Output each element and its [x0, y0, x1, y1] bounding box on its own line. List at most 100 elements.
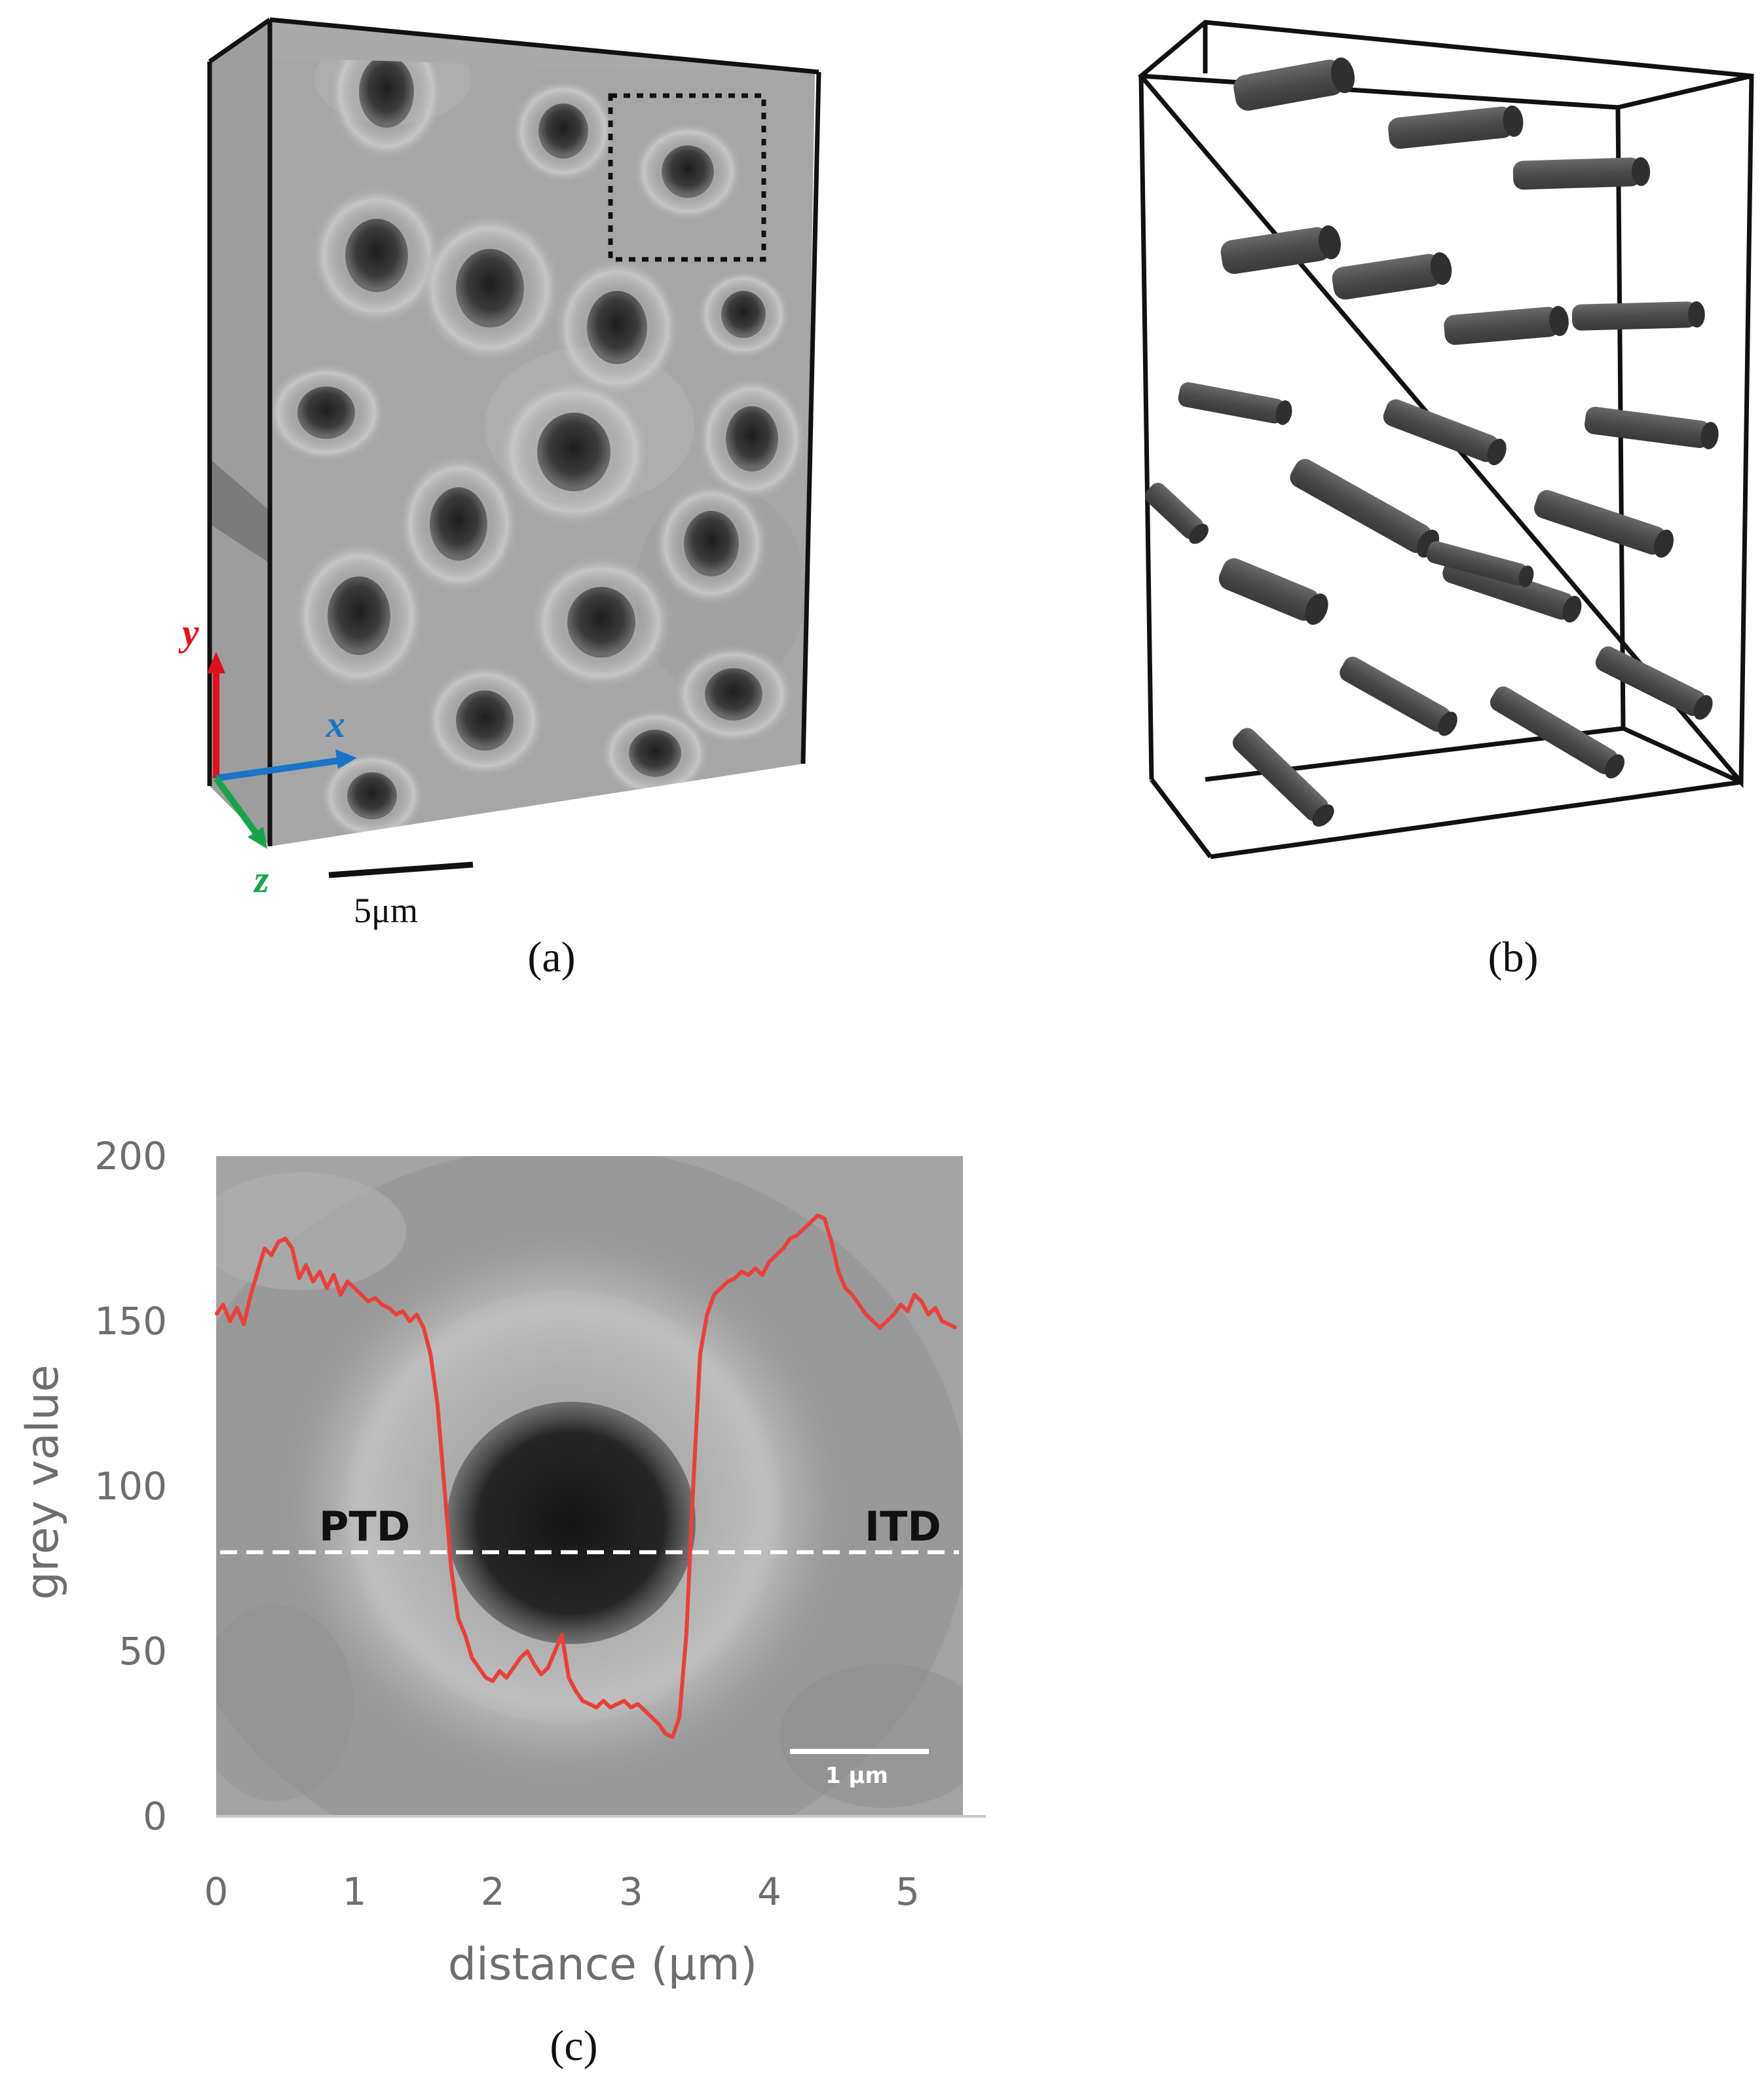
- x-axis-title: distance (μm): [448, 1939, 757, 1991]
- x-tick-label: 0: [204, 1869, 229, 1914]
- series-point: [664, 1732, 667, 1735]
- series-point: [429, 1353, 432, 1355]
- series-point: [878, 1326, 881, 1329]
- series-point: [650, 1716, 653, 1719]
- series-point: [353, 1287, 356, 1290]
- tubule: [1332, 252, 1452, 300]
- pit: [347, 772, 397, 819]
- series-point: [858, 1303, 861, 1306]
- series-point: [872, 1320, 874, 1322]
- series-point: [816, 1214, 819, 1217]
- series-point: [899, 1303, 902, 1306]
- series-point: [305, 1264, 307, 1266]
- tubule: [1144, 483, 1209, 544]
- block-side-face: [210, 20, 270, 846]
- series-point: [623, 1700, 626, 1702]
- pit: [726, 406, 778, 472]
- series-point: [215, 1313, 217, 1316]
- tubule: [1218, 558, 1328, 625]
- axis-label-z: z: [253, 858, 269, 901]
- series-point: [588, 1703, 591, 1706]
- series-point: [713, 1294, 715, 1296]
- series-point: [761, 1273, 764, 1276]
- series-point: [685, 1634, 688, 1636]
- pit: [345, 219, 408, 292]
- x-tick-labels: 0 1 2 3 4 5: [204, 1869, 920, 1914]
- scale-bar-a-label: 5μm: [354, 891, 418, 930]
- series-point: [236, 1307, 238, 1309]
- annotation-itd: ITD: [865, 1503, 941, 1550]
- series-point: [415, 1313, 418, 1316]
- tubule: [1444, 306, 1569, 345]
- y-tick-label: 0: [143, 1794, 167, 1839]
- series-point: [250, 1294, 252, 1296]
- series-point: [547, 1666, 550, 1669]
- tubule: [1571, 301, 1705, 331]
- series-point: [581, 1700, 584, 1702]
- series-point: [658, 1723, 660, 1725]
- tubule: [1512, 157, 1651, 190]
- series-point: [491, 1679, 494, 1682]
- series-point: [367, 1300, 369, 1303]
- series-point: [229, 1320, 231, 1322]
- pit: [359, 58, 414, 128]
- series-point: [954, 1326, 957, 1329]
- series-point: [443, 1485, 445, 1488]
- series-point: [734, 1277, 736, 1279]
- series-point: [886, 1320, 888, 1322]
- tubule: [1534, 490, 1674, 558]
- panel-b: (b): [1138, 20, 1754, 981]
- pit: [629, 730, 681, 777]
- series-point: [574, 1689, 577, 1692]
- tubule: [1178, 382, 1292, 425]
- series-point: [284, 1237, 287, 1240]
- series-point: [402, 1310, 404, 1313]
- series-point: [948, 1323, 950, 1326]
- series-point: [374, 1297, 377, 1300]
- series-point: [422, 1326, 425, 1329]
- y-tick-label: 100: [94, 1464, 167, 1508]
- x-tick-label: 1: [343, 1869, 367, 1914]
- pit: [684, 511, 739, 576]
- series-point: [381, 1303, 383, 1306]
- series-line-grey-value: [214, 1213, 957, 1739]
- series-point: [222, 1303, 225, 1306]
- series-point: [892, 1313, 895, 1316]
- series-point: [602, 1700, 605, 1702]
- pit: [430, 487, 487, 561]
- series-point: [478, 1666, 480, 1669]
- tubule: [1388, 105, 1524, 149]
- tubule: [1383, 399, 1507, 466]
- series-point: [726, 1281, 729, 1283]
- series-point: [291, 1247, 293, 1250]
- pit: [537, 413, 610, 491]
- series-point: [526, 1650, 529, 1653]
- pit-group: [270, 58, 807, 841]
- series-point: [789, 1237, 791, 1240]
- series-point: [643, 1710, 646, 1712]
- series-point: [318, 1270, 321, 1273]
- series-point: [457, 1617, 459, 1620]
- x-tick-label: 5: [895, 1869, 920, 1914]
- tubule: [1233, 57, 1355, 111]
- x-tick-label: 4: [757, 1869, 781, 1914]
- pit: [721, 291, 766, 338]
- series-point: [768, 1260, 770, 1263]
- series-point: [907, 1310, 909, 1313]
- series-point: [865, 1313, 867, 1316]
- series-point: [485, 1676, 487, 1679]
- series-point: [796, 1234, 798, 1237]
- series-point: [927, 1313, 929, 1316]
- series-point: [941, 1320, 943, 1322]
- series-point: [332, 1273, 335, 1276]
- series-point: [699, 1353, 702, 1355]
- series-point: [747, 1273, 750, 1276]
- pit: [456, 249, 524, 328]
- axis-label-y: y: [178, 611, 199, 654]
- series-point: [519, 1657, 521, 1659]
- series-point: [637, 1703, 639, 1706]
- series-point: [616, 1703, 618, 1706]
- pit: [705, 668, 762, 721]
- series-point: [844, 1287, 847, 1290]
